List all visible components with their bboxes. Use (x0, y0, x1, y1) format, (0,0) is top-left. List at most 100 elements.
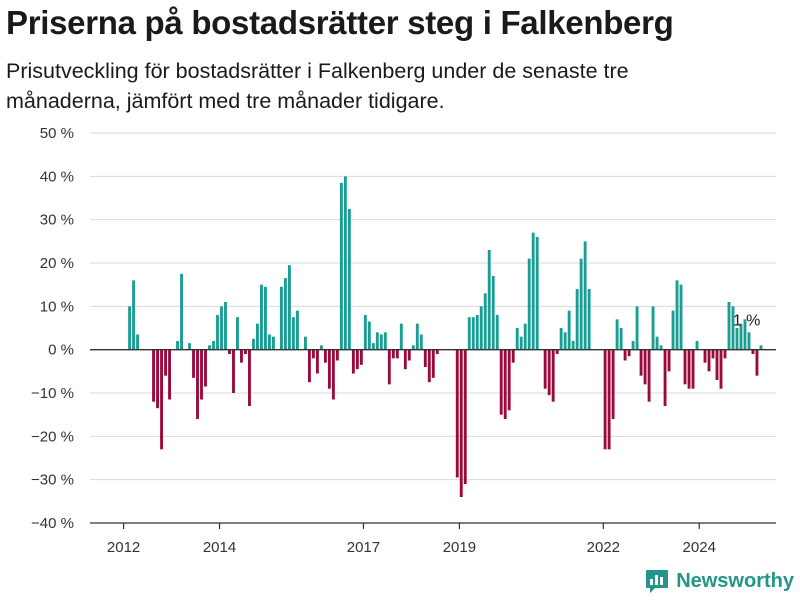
bar (731, 306, 735, 350)
bar (455, 349, 459, 478)
y-tick-label: 30 % (40, 212, 74, 229)
axes (90, 349, 776, 529)
bar (671, 310, 675, 350)
x-tick-label: 2014 (203, 539, 236, 556)
bar (212, 341, 215, 350)
bar (491, 276, 495, 350)
bar (152, 349, 155, 402)
y-tick-label: −40 % (31, 515, 74, 532)
bar (707, 349, 711, 372)
bar (743, 319, 747, 350)
bar (435, 349, 439, 354)
bar (252, 338, 255, 350)
bar-chart-icon (646, 570, 669, 593)
x-tick-label: 2017 (347, 539, 380, 556)
bar (643, 349, 647, 385)
bar (244, 349, 247, 354)
x-tick-label: 2019 (443, 539, 476, 556)
bar (427, 349, 431, 383)
bar (164, 349, 167, 376)
bar (667, 349, 671, 372)
y-tick-label: −10 % (31, 385, 74, 402)
bar (695, 341, 699, 350)
bar (319, 345, 323, 350)
bar (739, 323, 743, 350)
bar (679, 284, 683, 350)
bar (479, 306, 483, 350)
bar (375, 332, 379, 350)
bar (611, 349, 615, 419)
newsworthy-logo: Newsworthy (644, 568, 794, 594)
bar (747, 332, 751, 350)
bar (571, 341, 575, 350)
bar (711, 349, 715, 359)
bar (495, 315, 499, 350)
bar (691, 349, 695, 389)
y-tick-label: 50 % (40, 125, 74, 142)
bar (295, 310, 299, 350)
bar (268, 334, 271, 350)
bar (543, 349, 547, 389)
chart-subtitle: Prisutveckling för bostadsrätter i Falke… (6, 59, 629, 113)
bar (575, 289, 579, 350)
bar (631, 341, 635, 350)
bar (563, 332, 567, 350)
bar (347, 208, 351, 350)
bar (315, 349, 319, 374)
y-tick-label: 20 % (40, 255, 74, 272)
bar (555, 349, 559, 354)
bar (559, 328, 563, 350)
bar (196, 349, 199, 419)
bar (535, 237, 539, 350)
bar (651, 306, 655, 350)
bar (687, 349, 691, 389)
bar (395, 349, 399, 359)
bar (751, 349, 755, 354)
bar (204, 349, 207, 387)
bar (615, 319, 619, 350)
bar (459, 349, 463, 497)
bar (547, 349, 551, 396)
latest-value-annotation: 1 % (733, 312, 761, 329)
bar (715, 349, 719, 380)
bar (339, 182, 343, 350)
y-tick-label: −30 % (31, 472, 74, 489)
bar (176, 341, 179, 350)
bar (287, 265, 291, 350)
bar (240, 349, 243, 363)
bar (351, 349, 355, 374)
bar (391, 349, 395, 359)
bar (683, 349, 687, 385)
x-tick-label: 2024 (683, 539, 716, 556)
bar (487, 250, 491, 350)
bar (471, 317, 475, 350)
bar (503, 349, 507, 419)
bar (527, 258, 531, 350)
chart-title: Priserna på bostadsrätter steg i Falkenb… (6, 4, 674, 41)
bar (307, 349, 311, 383)
bar (507, 349, 511, 411)
bar (343, 176, 347, 350)
bar (220, 306, 223, 350)
bar (232, 349, 235, 393)
bar (703, 349, 707, 363)
bar (160, 349, 163, 450)
bar (192, 349, 195, 378)
bar (719, 349, 723, 389)
tick-labels: 50 % 40 % 30 % 20 % 10 % 0 % −10 % −20 % −30 % −4… (31, 125, 760, 556)
bar (379, 334, 383, 350)
bar (415, 323, 419, 350)
bar (208, 345, 211, 350)
bar (431, 349, 435, 378)
bar (407, 349, 411, 361)
bar (327, 349, 331, 389)
bar (519, 336, 523, 350)
bar (755, 349, 759, 376)
bar (467, 317, 471, 350)
bar (224, 302, 227, 350)
bars (128, 176, 763, 497)
bar (355, 349, 359, 370)
bar (136, 334, 140, 350)
bar (531, 232, 535, 350)
